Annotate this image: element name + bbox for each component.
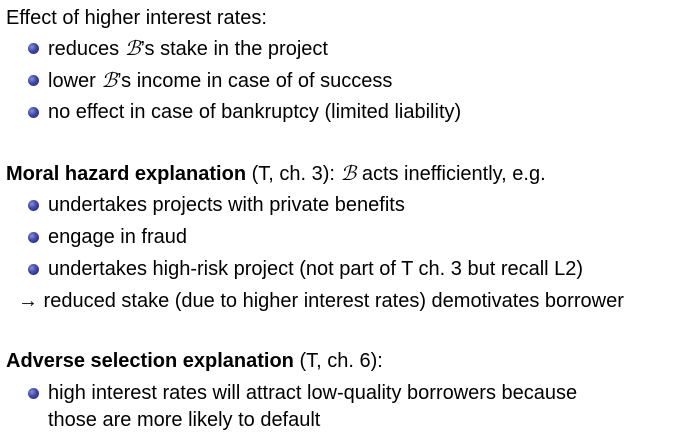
bullet-icon — [28, 43, 39, 54]
bullet-icon — [28, 107, 39, 118]
arrow-icon: → — [18, 290, 38, 312]
heading-bold: Adverse selection explanation — [6, 350, 294, 372]
list-item: undertakes high-risk project (not part o… — [48, 258, 584, 280]
conclusion-text: reduced stake (due to higher interest ra… — [38, 290, 624, 312]
section1-heading: Effect of higher interest rates: — [6, 7, 267, 29]
bullet-icon — [28, 264, 39, 275]
list-item: undertakes projects with private benefit… — [48, 194, 405, 216]
section2-heading: Moral hazard explanation (T, ch. 3): ℬ a… — [6, 157, 546, 190]
bullet-icon — [28, 200, 39, 211]
script-b-symbol: ℬ — [340, 161, 357, 185]
conclusion-line: → reduced stake (due to higher interest … — [18, 285, 624, 317]
item-text: lower — [48, 70, 102, 92]
list-item: reduces ℬ’s stake in the project — [48, 32, 328, 65]
list-item: engage in fraud — [48, 226, 188, 248]
heading-rest: acts inefficiently, e.g. — [356, 163, 546, 185]
item-text: ’s income in case of of success — [117, 70, 393, 92]
bullet-icon — [28, 388, 39, 399]
list-item: no effect in case of bankruptcy (limited… — [48, 101, 462, 123]
list-item: high interest rates will attract low-qua… — [48, 382, 578, 404]
item-text: reduces — [48, 38, 125, 60]
bullet-icon — [28, 75, 39, 86]
bullet-icon — [28, 232, 39, 243]
item-text: ’s stake in the project — [140, 38, 328, 60]
list-item: lower ℬ’s income in case of of success — [48, 64, 392, 97]
section3-heading: Adverse selection explanation (T, ch. 6)… — [6, 345, 383, 377]
heading-bold: Moral hazard explanation — [6, 163, 247, 185]
list-item-continuation: those are more likely to default — [48, 409, 321, 431]
script-b-symbol: ℬ — [101, 68, 118, 92]
script-b-symbol: ℬ — [124, 36, 141, 60]
heading-rest: (T, ch. 6): — [293, 350, 383, 372]
heading-rest: (T, ch. 3): — [246, 163, 341, 185]
